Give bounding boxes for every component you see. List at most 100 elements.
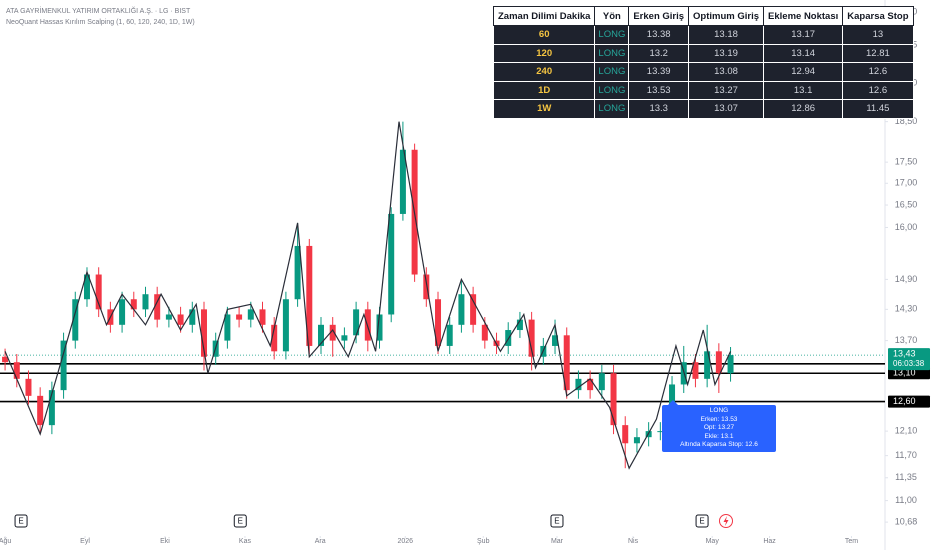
- x-tick-label: Eyl: [80, 538, 90, 545]
- value-cell: 13.38: [628, 25, 690, 45]
- candle-body: [528, 319, 535, 357]
- direction-cell: LONG: [594, 80, 630, 100]
- countdown-label: 06:03:38: [893, 359, 925, 368]
- value-cell: 13.07: [688, 99, 765, 119]
- direction-cell: LONG: [594, 99, 630, 119]
- candle-body: [177, 314, 184, 325]
- level-badge: [888, 395, 930, 408]
- level-badge: [888, 367, 930, 380]
- last-price-label: 13,43: [893, 348, 916, 358]
- direction-cell: LONG: [594, 25, 630, 45]
- value-cell: 13.1: [763, 80, 844, 100]
- candle-body: [13, 362, 20, 379]
- timeframe-cell: 1D: [492, 80, 596, 100]
- value-cell: 12.6: [842, 62, 914, 82]
- candle-body: [704, 351, 711, 379]
- table-row: 120 LONG 13.2 13.19 13.14 12.81: [492, 43, 914, 63]
- value-cell: 13.17: [763, 25, 844, 45]
- x-tick-label: Ağu: [0, 538, 11, 545]
- candle-body: [575, 378, 582, 391]
- candle-body: [189, 309, 196, 325]
- candle-body: [294, 245, 301, 300]
- direction-cell: LONG: [594, 43, 630, 63]
- candle-body: [247, 309, 254, 320]
- indicator-title: NeoQuant Hassas Kırılım Scalping (1, 60,…: [6, 19, 195, 26]
- candle-body: [95, 274, 102, 310]
- value-cell: 12.86: [763, 99, 844, 119]
- x-tick-label: Kas: [239, 538, 252, 545]
- direction-cell: LONG: [594, 62, 630, 82]
- event-marker: [233, 514, 247, 528]
- event-marker: [14, 514, 28, 528]
- y-tick-label: 11,00: [895, 495, 917, 505]
- header-row: Zaman Dilimi Dakika Yön Erken Giriş Optimum…: [492, 6, 914, 26]
- candle-body: [633, 437, 640, 444]
- value-cell: 13: [842, 25, 914, 45]
- signal-table: Zaman Dilimi Dakika Yön Erken Giriş Optimum…: [492, 6, 914, 119]
- candle-body: [376, 314, 383, 341]
- column-header: Kaparsa Stop: [842, 6, 914, 26]
- candle-body: [446, 324, 453, 346]
- candle-body: [458, 294, 465, 325]
- candle-body: [727, 355, 734, 374]
- candle-body: [423, 274, 430, 300]
- table-body: 60 LONG 13.38 13.18 13.17 13 120 LONG 13.2 13.19 1…: [492, 25, 914, 119]
- y-tick-label: 11,70: [895, 450, 917, 460]
- candle-body: [329, 324, 336, 341]
- y-tick-label: 17,50: [895, 157, 918, 167]
- x-tick-label: May: [706, 538, 720, 545]
- y-tick-label: 13,70: [895, 335, 918, 345]
- table-row: 1D LONG 13.53 13.27 13.1 12.6: [492, 80, 914, 100]
- event-label: E: [554, 517, 559, 526]
- candle-body: [83, 274, 90, 300]
- candle-body: [399, 149, 406, 214]
- value-cell: 13.18: [688, 25, 765, 45]
- timeframe-cell: 240: [492, 62, 596, 82]
- timeframe-cell: 60: [492, 25, 596, 45]
- value-cell: 13.53: [628, 80, 690, 100]
- candle-body: [165, 314, 172, 320]
- y-tick-label: 16,00: [895, 222, 918, 232]
- column-header: Optimum Giriş: [688, 6, 765, 26]
- y-tick-label: 14,30: [895, 304, 918, 314]
- candle-body: [2, 356, 9, 363]
- candle-body: [715, 351, 722, 374]
- last-price-badge: [888, 348, 930, 371]
- table-row: 240 LONG 13.39 13.08 12.94 12.6: [492, 62, 914, 82]
- tooltip-line: Altında Kaparsa Stop: 12.6: [680, 441, 758, 449]
- timeframe-cell: 120: [492, 43, 596, 63]
- candle-body: [435, 299, 442, 346]
- x-tick-label: Tem: [845, 538, 858, 545]
- value-cell: 12.81: [842, 43, 914, 63]
- candle-body: [318, 324, 325, 346]
- x-tick-label: Eki: [160, 538, 170, 545]
- candle-body: [142, 294, 149, 310]
- timeframe-cell: 1W: [492, 99, 596, 119]
- candle-body: [598, 373, 605, 391]
- candle-body: [25, 378, 32, 396]
- event-label: E: [18, 517, 23, 526]
- level-label: 12,60: [893, 396, 916, 406]
- table-row: 1W LONG 13.3 13.07 12.86 11.45: [492, 99, 914, 119]
- candle-body: [552, 335, 559, 346]
- candle-body: [622, 425, 629, 444]
- value-cell: 13.08: [688, 62, 765, 82]
- event-label: E: [699, 517, 704, 526]
- value-cell: 11.45: [842, 99, 914, 119]
- tooltip-line: Ekle: 13.1: [704, 432, 734, 440]
- y-tick-label: 14,90: [895, 274, 918, 284]
- y-tick-label: 16,50: [895, 199, 918, 209]
- y-tick-label: 10,68: [895, 516, 918, 526]
- candle-body: [48, 390, 55, 426]
- candle-body: [236, 314, 243, 320]
- candle-body: [470, 294, 477, 325]
- y-tick-label: 12,10: [895, 426, 918, 436]
- column-header: Ekleme Noktası: [763, 6, 844, 26]
- candle-body: [37, 395, 44, 426]
- candle-body: [353, 309, 360, 336]
- column-header: Zaman Dilimi Dakika: [492, 6, 596, 26]
- candle-body: [200, 309, 207, 357]
- value-cell: 13.27: [688, 80, 765, 100]
- y-tick-label: 18,50: [895, 116, 918, 126]
- x-tick-label: Nis: [628, 538, 639, 545]
